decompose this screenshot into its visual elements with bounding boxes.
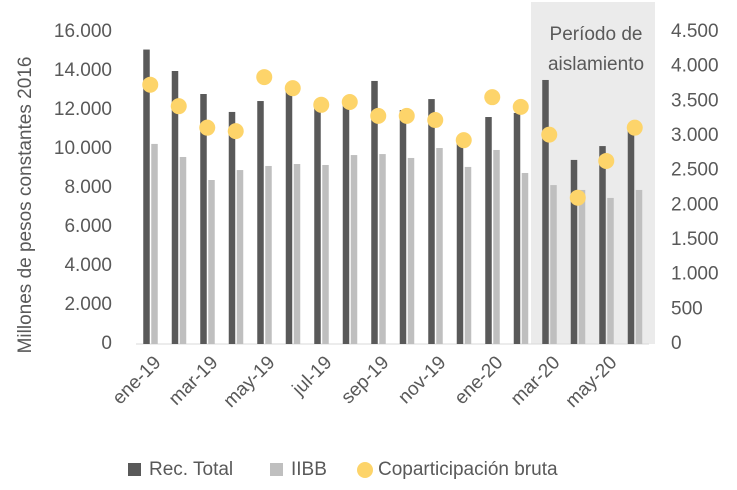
bar [607, 197, 614, 344]
dot [398, 107, 415, 124]
bar [208, 180, 215, 344]
y2-tick-label: 500 [671, 298, 703, 319]
x-tick-label: mar-19 [165, 352, 222, 409]
y2-tick-label: 3.500 [671, 90, 719, 111]
bar [179, 156, 187, 344]
y-tick-label: 10.000 [54, 138, 112, 159]
x-tick-label: sep-19 [337, 352, 393, 408]
bar [550, 185, 557, 344]
bar [456, 143, 464, 344]
y-tick-label: 2.000 [64, 294, 112, 315]
y2-tick-label: 2.000 [671, 194, 719, 215]
y-axis-label: Millones de pesos constantes 2016 [15, 57, 36, 354]
x-tick-label: mar-20 [507, 352, 564, 409]
dot [626, 119, 643, 136]
y-tick-label: 14.000 [54, 60, 112, 81]
bar [436, 148, 443, 344]
y2-tick-label: 4.000 [671, 56, 719, 77]
dot [370, 107, 387, 124]
bar [379, 154, 386, 344]
bar [314, 101, 321, 344]
legend-swatch [128, 463, 141, 476]
y-tick-label: 16.000 [54, 21, 112, 42]
y2-tick-label: 2.500 [671, 160, 719, 181]
bar [513, 112, 521, 344]
bar [627, 125, 635, 344]
y2-tick-label: 1.000 [671, 264, 719, 285]
y-tick-label: 0 [101, 333, 112, 354]
dot [512, 98, 529, 115]
dot [227, 123, 244, 140]
x-tick-label: jul-19 [288, 352, 336, 400]
x-tick-label: nov-19 [394, 352, 450, 408]
bar [228, 111, 236, 344]
bar [493, 149, 500, 344]
bar [407, 157, 415, 344]
bar [428, 99, 435, 344]
dot [199, 119, 216, 136]
bar [350, 155, 358, 344]
dot [341, 94, 358, 111]
x-tick-label: may-20 [562, 352, 622, 412]
legend-label: Coparticipación bruta [378, 459, 558, 480]
y-tick-label: 6.000 [64, 216, 112, 237]
bar [293, 164, 301, 344]
legend-swatch [357, 462, 373, 478]
bar [485, 117, 492, 345]
legend-swatch [270, 463, 283, 476]
bar [322, 164, 329, 344]
x-tick-label: ene-19 [109, 352, 166, 409]
y2-tick-label: 1.500 [671, 229, 719, 250]
dot [427, 112, 444, 129]
bar [285, 89, 293, 344]
bar [599, 146, 606, 344]
bar [464, 166, 472, 344]
dot [541, 126, 558, 143]
dot [598, 152, 615, 169]
bar [236, 170, 244, 344]
bar [371, 80, 378, 344]
bar [399, 110, 407, 344]
bar [151, 143, 158, 344]
dot [284, 80, 301, 97]
y-tick-label: 12.000 [54, 99, 112, 120]
bar [265, 165, 272, 344]
dot [455, 132, 472, 149]
bar [200, 94, 207, 344]
bar [257, 101, 264, 344]
legend-label: Rec. Total [149, 459, 233, 480]
bar [635, 189, 643, 344]
y-tick-label: 8.000 [64, 177, 112, 198]
legend-label: IIBB [291, 459, 327, 480]
bar [521, 172, 529, 344]
x-tick-label: may-19 [220, 352, 280, 412]
bar [342, 101, 350, 344]
dot [142, 76, 159, 93]
annotation: Período de [550, 24, 643, 45]
dot [484, 89, 501, 106]
dot [170, 98, 187, 115]
y2-tick-label: 4.500 [671, 21, 719, 42]
bar [578, 189, 586, 344]
dot [569, 189, 586, 206]
y-tick-label: 4.000 [64, 255, 112, 276]
dot [313, 96, 330, 113]
dot [256, 69, 273, 86]
y2-tick-label: 3.000 [671, 125, 719, 146]
x-tick-label: ene-20 [451, 352, 508, 409]
bar [171, 71, 179, 344]
bar [143, 49, 150, 345]
annotation: aislamiento [548, 54, 644, 75]
bar [542, 79, 549, 344]
bar [570, 159, 578, 344]
y2-tick-label: 0 [671, 333, 682, 354]
